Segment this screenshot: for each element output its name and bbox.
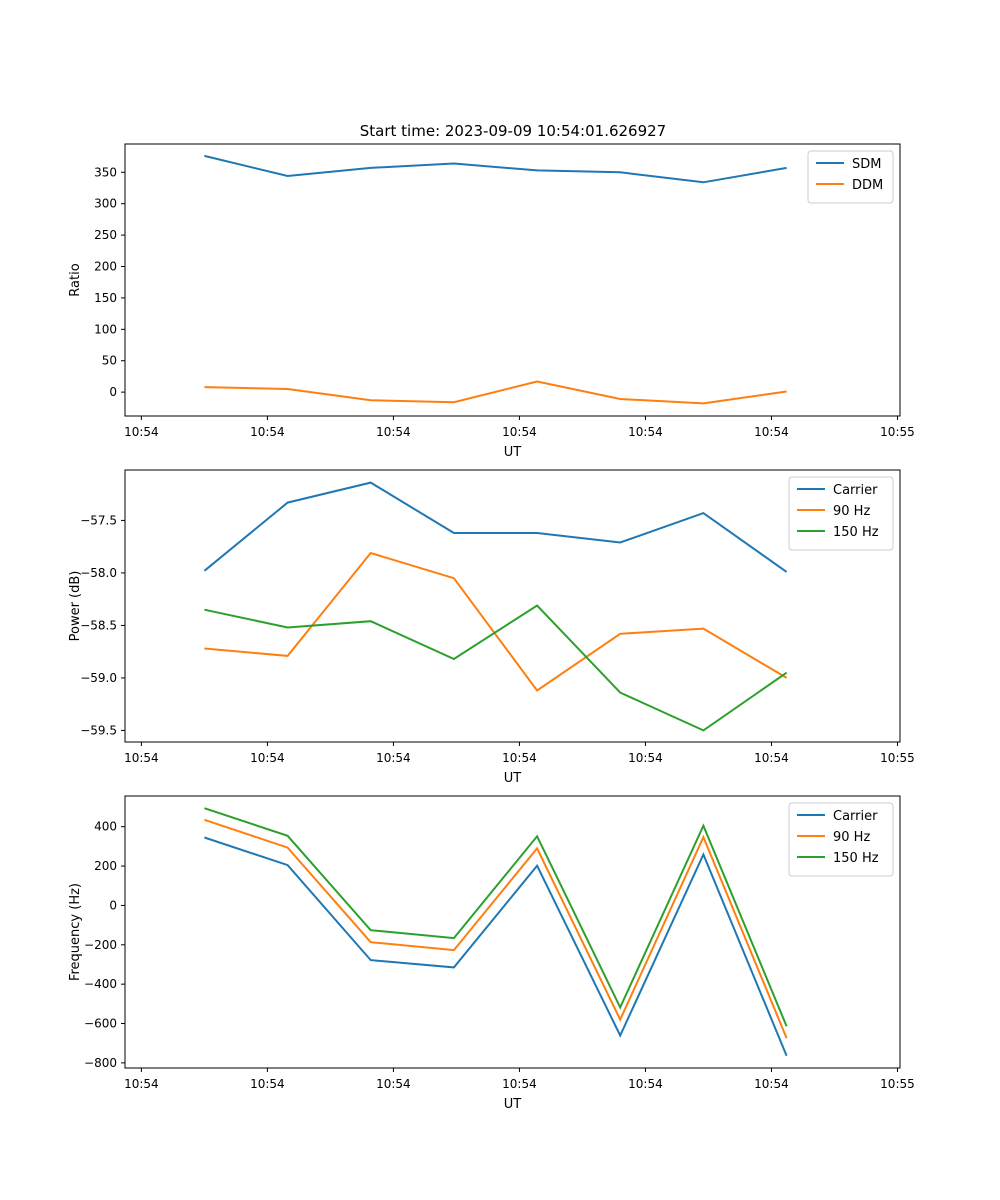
y-axis-label: Frequency (Hz) <box>68 883 83 981</box>
x-tick-label: 10:54 <box>250 425 285 439</box>
series-line-90-hz <box>204 551 788 692</box>
legend-label: DDM <box>852 178 883 193</box>
y-tick-label: 0 <box>109 385 117 399</box>
y-tick-label: −58.5 <box>80 618 117 632</box>
y-tick-label: 100 <box>94 322 117 336</box>
y-tick-label: −57.5 <box>80 513 117 527</box>
legend-label: Carrier <box>833 809 878 824</box>
legend: Carrier 90 Hz 150 Hz <box>788 802 894 877</box>
x-tick-label: 10:54 <box>376 1077 411 1091</box>
panel-2: 10:54 10:54 10:54 10:54 10:54 10:54 10:55 −59.5… <box>68 469 915 786</box>
x-axis-label: UT <box>504 445 522 460</box>
x-tick-label: 10:55 <box>880 425 915 439</box>
x-tick-label: 10:54 <box>628 425 663 439</box>
x-tick-label: 10:55 <box>880 751 915 765</box>
x-axis-label: UT <box>504 771 522 786</box>
y-tick-label: 200 <box>94 259 117 273</box>
y-tick-label: 200 <box>94 859 117 873</box>
y-tick-label: −59.5 <box>80 723 117 737</box>
series-line-sdm <box>204 154 787 184</box>
series-line-carrier <box>204 836 788 1057</box>
y-tick-label: 400 <box>94 820 117 834</box>
x-tick-label: 10:54 <box>754 1077 789 1091</box>
x-tick-label: 10:54 <box>502 751 537 765</box>
panel-1: 10:54 10:54 10:54 10:54 10:54 10:54 10:55 0 50 10… <box>68 143 915 460</box>
series-line-90-hz <box>204 818 788 1039</box>
y-tick-label: −59.0 <box>80 671 117 685</box>
legend-label: 90 Hz <box>833 830 870 845</box>
x-tick-label: 10:54 <box>754 751 789 765</box>
legend-label: SDM <box>852 157 881 172</box>
y-tick-label: −800 <box>84 1056 117 1070</box>
figure-title: Start time: 2023-09-09 10:54:01.626927 <box>360 122 666 140</box>
series-line-150-hz <box>204 807 788 1027</box>
y-tick-label: 150 <box>94 291 117 305</box>
y-tick-label: 50 <box>102 354 117 368</box>
x-tick-label: 10:54 <box>376 751 411 765</box>
y-tick-label: −600 <box>84 1017 117 1031</box>
series-line-carrier <box>203 481 788 573</box>
y-tick-label: −58.0 <box>80 566 117 580</box>
x-tick-label: 10:54 <box>124 1077 159 1091</box>
plot-frame <box>124 795 901 1069</box>
legend: SDM DDM <box>807 150 894 204</box>
x-axis-label: UT <box>504 1097 522 1112</box>
y-tick-label: −200 <box>84 938 117 952</box>
panels: 10:54 10:54 10:54 10:54 10:54 10:54 10:55 0 50 10… <box>68 143 915 1112</box>
x-tick-label: 10:54 <box>250 1077 285 1091</box>
y-tick-label: 0 <box>109 898 117 912</box>
x-tick-label: 10:54 <box>502 425 537 439</box>
x-tick-label: 10:54 <box>250 751 285 765</box>
panel-3: 10:54 10:54 10:54 10:54 10:54 10:54 10:55 −800 −… <box>68 795 915 1112</box>
series-line-150-hz <box>204 604 788 732</box>
x-tick-label: 10:54 <box>628 1077 663 1091</box>
y-tick-label: 250 <box>94 228 117 242</box>
series-line-ddm <box>204 380 787 405</box>
legend-label: Carrier <box>833 483 878 498</box>
x-tick-label: 10:54 <box>754 425 789 439</box>
y-tick-label: 350 <box>94 165 117 179</box>
x-tick-label: 10:55 <box>880 1077 915 1091</box>
legend-label: 150 Hz <box>833 851 879 866</box>
y-axis-label: Ratio <box>68 263 83 296</box>
legend: Carrier 90 Hz 150 Hz <box>788 476 894 551</box>
x-tick-label: 10:54 <box>502 1077 537 1091</box>
y-tick-label: 300 <box>94 197 117 211</box>
legend-label: 150 Hz <box>833 525 879 540</box>
x-tick-label: 10:54 <box>124 425 159 439</box>
legend-label: 90 Hz <box>833 504 870 519</box>
plot-frame <box>124 143 901 417</box>
x-tick-label: 10:54 <box>628 751 663 765</box>
y-axis-label: Power (dB) <box>68 571 83 642</box>
x-tick-label: 10:54 <box>376 425 411 439</box>
y-tick-label: −400 <box>84 977 117 991</box>
x-tick-label: 10:54 <box>124 751 159 765</box>
plot-frame <box>124 469 901 743</box>
